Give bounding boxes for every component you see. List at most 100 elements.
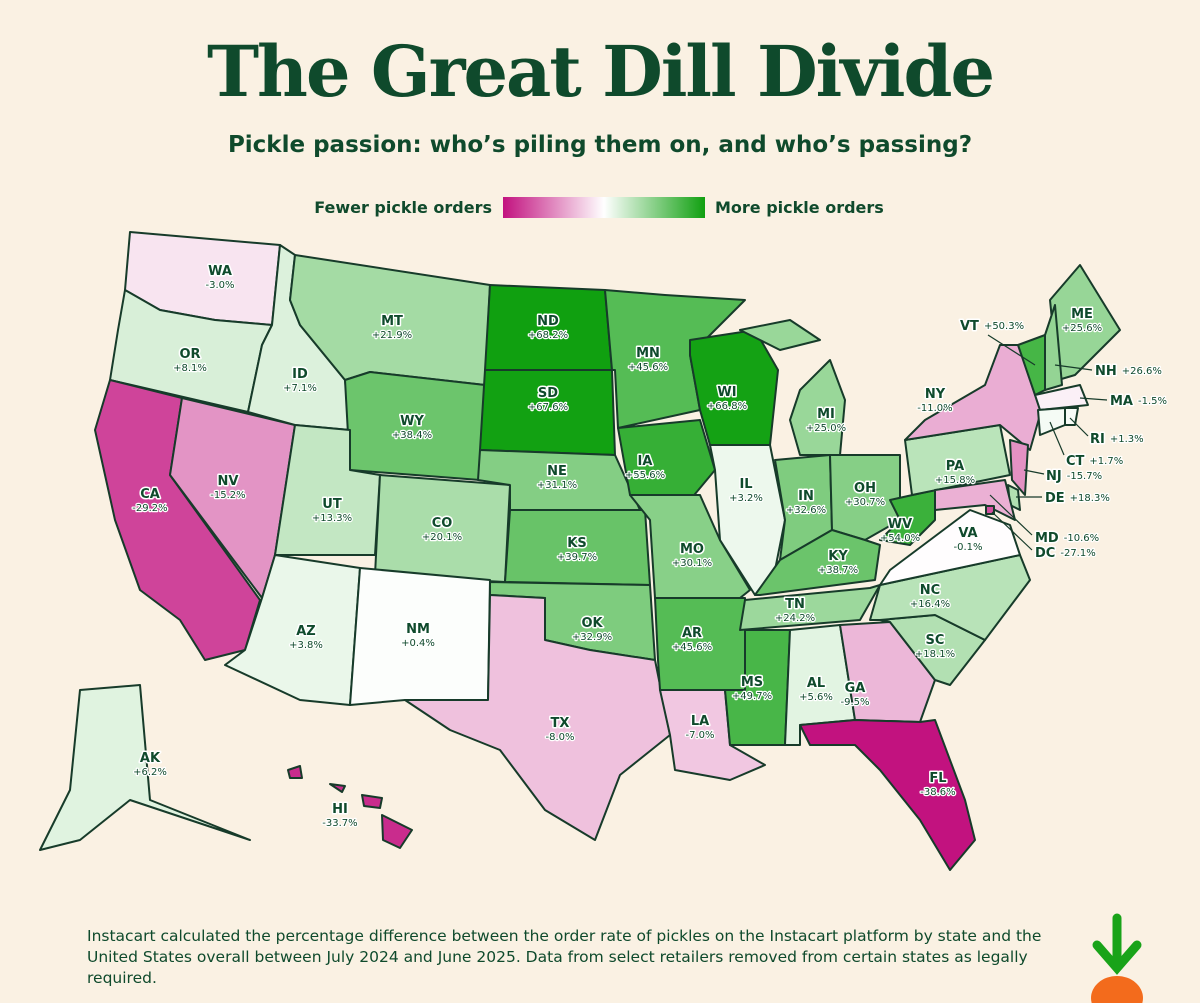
state-value: -3.0% (205, 280, 234, 291)
state-code: OK (581, 616, 603, 631)
legend-gradient (503, 197, 705, 218)
legend-low: Fewer pickle orders (314, 198, 492, 217)
state (754, 529, 881, 596)
state (39, 684, 251, 851)
state-code: ID (292, 367, 308, 382)
state-code: LA (691, 714, 709, 729)
state (1064, 407, 1079, 426)
state-code: MT (381, 314, 403, 329)
state-value: +49.7% (732, 691, 772, 702)
leader-line (989, 494, 1033, 536)
state-code: NM (406, 622, 430, 637)
title: The Great Dill Divide (207, 30, 993, 113)
state-value: -8.0% (545, 732, 574, 743)
state-value: -27.1% (1060, 548, 1095, 559)
state-value: +25.0% (806, 423, 846, 434)
state-value: +38.4% (392, 430, 432, 441)
state-value: +18.1% (915, 649, 955, 660)
state-value: -38.6% (920, 787, 955, 798)
state-value: -10.6% (1064, 533, 1099, 544)
leader-line (1054, 364, 1093, 371)
state-value: -29.2% (132, 503, 167, 514)
state-value: +13.3% (312, 513, 352, 524)
state-value: +45.6% (672, 642, 712, 653)
state-code: WA (208, 264, 232, 279)
state (404, 594, 671, 841)
state (1044, 304, 1063, 391)
states (39, 231, 1121, 871)
state (381, 814, 413, 849)
state-value: +66.8% (707, 401, 747, 412)
state-value: +1.3% (1110, 434, 1144, 445)
state-value: +21.9% (372, 330, 412, 341)
state-value: +50.3% (984, 321, 1024, 332)
subtitle: Pickle passion: who’s piling them on, an… (228, 132, 972, 158)
state-code: NH (1095, 364, 1117, 379)
state-code: CT (1066, 454, 1085, 469)
state-value: +16.4% (910, 599, 950, 610)
state (739, 319, 821, 351)
state-value: +5.6% (799, 692, 833, 703)
state-code: IN (798, 489, 814, 504)
logo-carrot (1091, 976, 1143, 1003)
state (344, 371, 486, 481)
leader-line (1023, 469, 1045, 475)
state-value: +1.7% (1089, 456, 1123, 467)
state (1009, 439, 1029, 496)
state (799, 719, 976, 871)
state-code: HI (332, 802, 348, 817)
state-value: +32.6% (786, 505, 826, 516)
state-value: +24.2% (775, 613, 815, 624)
state-code: MO (680, 542, 704, 557)
state-value: -33.7% (322, 818, 357, 829)
state-code: NE (547, 464, 567, 479)
state-code: DC (1035, 546, 1055, 561)
state-code: MS (741, 675, 763, 690)
labels: WA-3.0%OR+8.1%CA-29.2%NV-15.2%ID+7.1%MT+… (131, 263, 1168, 831)
state-code: VA (958, 526, 977, 541)
state-code: MI (817, 407, 835, 422)
state-value: +31.1% (537, 480, 577, 491)
state-code: ND (537, 314, 559, 329)
state-code: SC (926, 633, 945, 648)
state (1034, 384, 1089, 411)
state-code: NV (218, 474, 239, 489)
leader-line (1079, 397, 1108, 401)
state-value: +3.8% (289, 640, 323, 651)
state-code: CA (140, 487, 160, 502)
legend-high: More pickle orders (715, 198, 884, 217)
state-code: GA (845, 681, 866, 696)
state-value: -15.7% (1067, 471, 1102, 482)
leader-line (987, 334, 1036, 366)
state (361, 794, 383, 809)
leader-line (1069, 417, 1089, 437)
state-value: +7.1% (283, 383, 317, 394)
state-value: +15.8% (935, 475, 975, 486)
logo (1091, 913, 1143, 1003)
state-code: AK (140, 751, 161, 766)
state-code: NJ (1046, 469, 1062, 484)
state-code: WV (888, 517, 912, 532)
state-value: +54.0% (880, 533, 920, 544)
state-code: ME (1071, 307, 1093, 322)
state-value: +32.9% (572, 632, 612, 643)
state-code: UT (322, 497, 342, 512)
state-code: FL (929, 771, 946, 786)
state-value: +0.4% (401, 638, 435, 649)
state (287, 765, 303, 779)
state-value: -11.0% (917, 403, 952, 414)
state-value: -9.5% (840, 697, 869, 708)
state-code: MD (1035, 531, 1059, 546)
state-code: AZ (296, 624, 316, 639)
state (839, 621, 936, 723)
state-value: +8.1% (173, 363, 207, 374)
state (739, 584, 881, 631)
state-code: IA (638, 454, 653, 469)
state-code: OH (854, 481, 876, 496)
state-code: PA (946, 459, 964, 474)
state-code: SD (538, 386, 558, 401)
state-code: AR (682, 626, 702, 641)
state-value: -0.1% (953, 542, 982, 553)
